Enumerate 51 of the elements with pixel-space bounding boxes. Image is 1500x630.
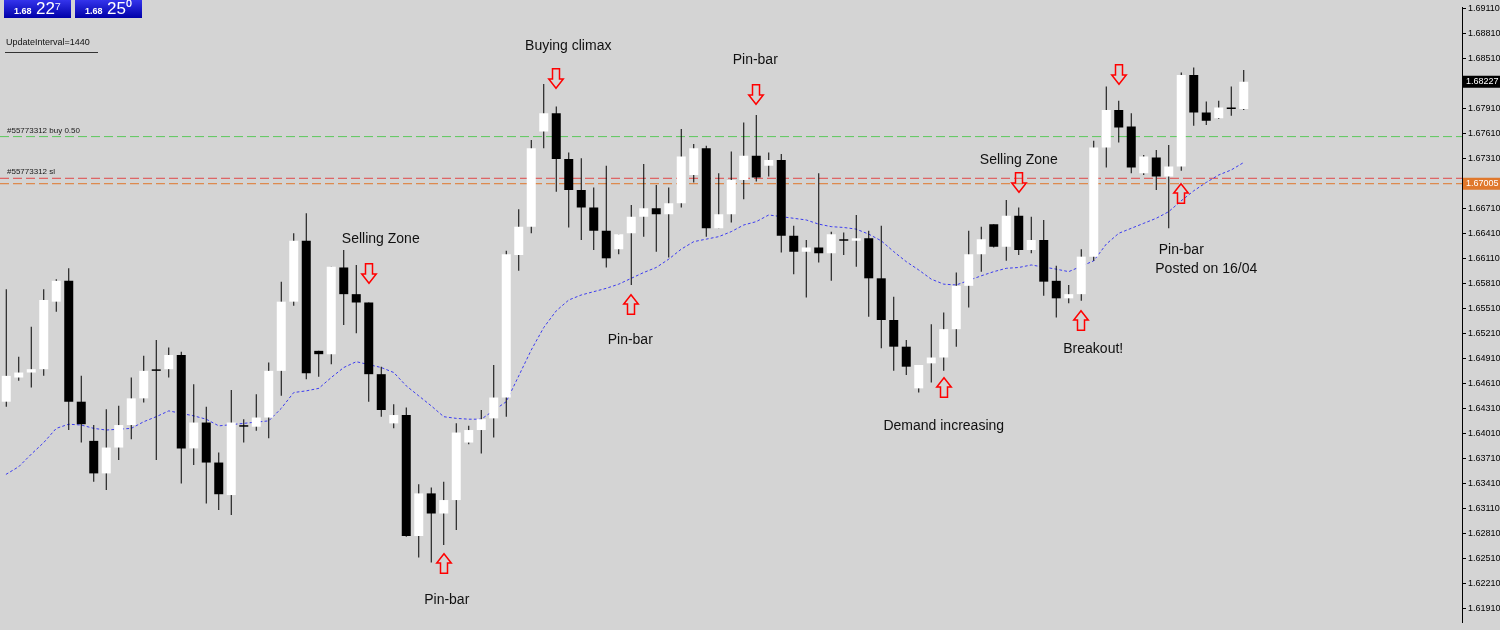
y-tick-label: 1.63110 <box>1468 502 1500 513</box>
y-tick-label: 1.66110 <box>1468 252 1500 263</box>
annotation: Selling Zone <box>341 230 420 247</box>
annotation: 1.68 25⁰ <box>85 0 132 18</box>
y-tick-label: 1.62210 <box>1468 577 1500 588</box>
y-tick-label: 1.67310 <box>1468 152 1500 163</box>
text: 1.68227 <box>1466 76 1499 87</box>
y-tick-label: 1.65210 <box>1468 327 1500 338</box>
annotation: Pin-bar <box>607 330 654 347</box>
candlestick <box>239 419 249 443</box>
candlestick <box>839 232 849 255</box>
annotation: UpdateInterval=1440 <box>6 37 90 48</box>
ref-line-label: #55773312 sl <box>7 167 56 177</box>
y-tick-label: 1.67610 <box>1468 127 1500 138</box>
annotation: Selling Zone <box>979 151 1058 168</box>
y-tick-label: 1.65510 <box>1468 302 1500 313</box>
y-tick-label: 1.68510 <box>1468 52 1500 63</box>
candlestick <box>651 184 661 252</box>
y-tick-label: 1.66410 <box>1468 227 1500 238</box>
y-tick-label: 1.69110 <box>1468 2 1500 13</box>
candlestick <box>151 340 161 461</box>
annotation: Pin-bar <box>1158 240 1205 257</box>
candlestick <box>801 239 811 298</box>
annotation: Demand increasing <box>883 416 1005 433</box>
y-tick-label: 1.64610 <box>1468 377 1500 388</box>
y-tick-label: 1.64310 <box>1468 402 1500 413</box>
quote-box: 1.68 22⁷ <box>4 0 71 18</box>
ref-line-label: #55773312 buy 0.50 <box>7 125 81 135</box>
y-tick-label: 1.68810 <box>1468 27 1500 38</box>
candlestick <box>1226 86 1236 116</box>
annotation: Posted on 16/04 <box>1155 259 1258 276</box>
y-tick-label: 1.65810 <box>1468 277 1500 288</box>
annotation: Pin-bar <box>732 50 779 67</box>
candlestick <box>814 173 824 263</box>
y-tick-label: 1.61910 <box>1468 602 1500 613</box>
text: 1.67005 <box>1466 178 1499 189</box>
y-tick-label: 1.63410 <box>1468 477 1500 488</box>
annotation: Buying climax <box>525 37 612 54</box>
candlestick <box>851 214 861 267</box>
y-tick-label: 1.66710 <box>1468 202 1500 213</box>
quote-box: 1.68 25⁰ <box>75 0 142 18</box>
annotation: Breakout! <box>1063 339 1124 356</box>
y-tick-label: 1.64910 <box>1468 352 1500 363</box>
candlestick <box>26 326 36 388</box>
y-tick-label: 1.62810 <box>1468 527 1500 538</box>
y-tick-label: 1.63710 <box>1468 452 1500 463</box>
annotation: Pin-bar <box>424 590 470 607</box>
y-tick-label: 1.64010 <box>1468 427 1500 438</box>
annotation: 1.68 22⁷ <box>13 0 62 18</box>
y-tick-label: 1.67910 <box>1468 102 1500 113</box>
y-tick-label: 1.62510 <box>1468 552 1500 563</box>
